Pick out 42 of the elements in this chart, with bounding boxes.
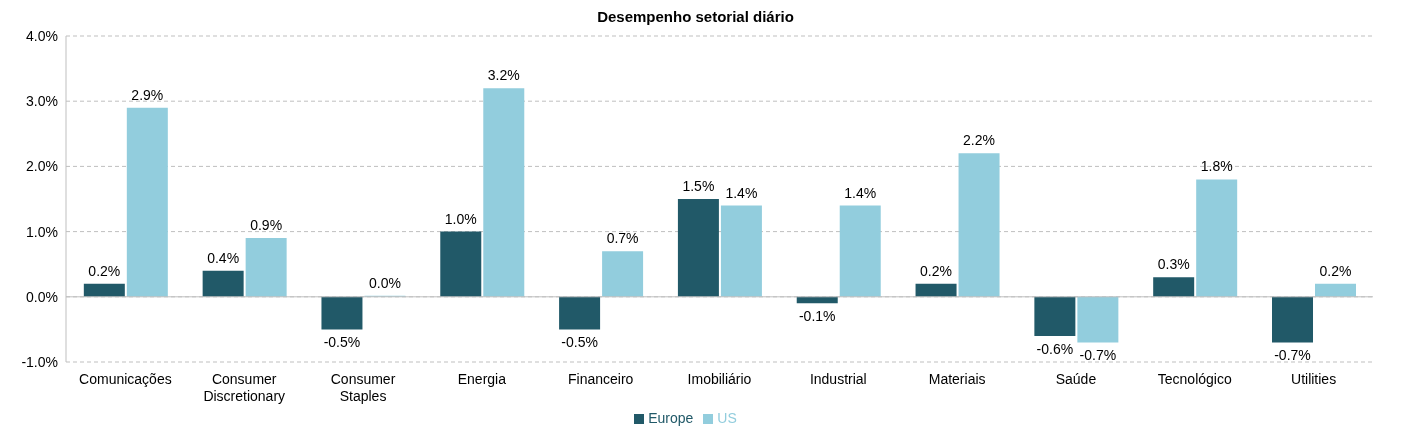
data-label: 1.0%: [444, 210, 477, 227]
x-tick-label: Energia: [457, 371, 507, 387]
data-label: 0.2%: [920, 262, 953, 279]
data-label: -0.5%: [323, 334, 361, 351]
data-label: -0.5%: [561, 334, 598, 351]
data-label: 0.3%: [1157, 256, 1190, 273]
x-tick-label: Comunicações: [79, 371, 172, 387]
data-label: 1.5%: [682, 178, 715, 194]
y-tick-label: 2.0%: [26, 158, 58, 175]
x-tick-label: Utilities: [1291, 371, 1337, 387]
chart-title: Desempenho setorial diário: [596, 8, 795, 26]
data-label: 3.2%: [487, 67, 520, 84]
x-tick-label: Financeiro: [567, 371, 634, 387]
data-label: 0.7%: [606, 230, 639, 247]
y-tick-label: -1.0%: [21, 353, 58, 370]
data-label: 1.8%: [1200, 158, 1233, 175]
y-tick-label: 0.0%: [26, 288, 58, 305]
legend-label: US: [717, 410, 737, 426]
data-label: 0.9%: [250, 217, 283, 234]
data-label: 0.2%: [1319, 262, 1352, 279]
data-label: 0.2%: [88, 262, 121, 279]
legend-label: Europe: [648, 410, 694, 426]
x-tick-label: Industrial: [809, 371, 867, 387]
y-tick-label: 3.0%: [26, 93, 58, 110]
data-label: -0.6%: [1036, 340, 1074, 357]
x-tick-label: Materiais: [928, 371, 986, 387]
x-tick-label: Consumer Discretionary: [203, 371, 286, 404]
x-tick-label: Consumer Staples: [330, 371, 396, 404]
data-label: 2.9%: [131, 86, 164, 103]
data-label: 0.0%: [369, 274, 401, 291]
data-label: -0.7%: [1079, 347, 1117, 364]
data-label: 0.4%: [207, 249, 240, 266]
x-tick-label: Imobiliário: [687, 371, 752, 387]
x-tick-label: Tecnológico: [1157, 371, 1232, 387]
data-label: -0.7%: [1274, 347, 1311, 364]
data-label: -0.1%: [798, 308, 836, 325]
data-label: 2.2%: [963, 132, 996, 149]
y-tick-label: 4.0%: [26, 27, 58, 44]
data-label: 1.4%: [844, 184, 877, 201]
y-tick-label: 1.0%: [26, 223, 58, 240]
data-label: 1.4%: [725, 184, 758, 201]
x-tick-label: Saúde: [1055, 371, 1097, 387]
